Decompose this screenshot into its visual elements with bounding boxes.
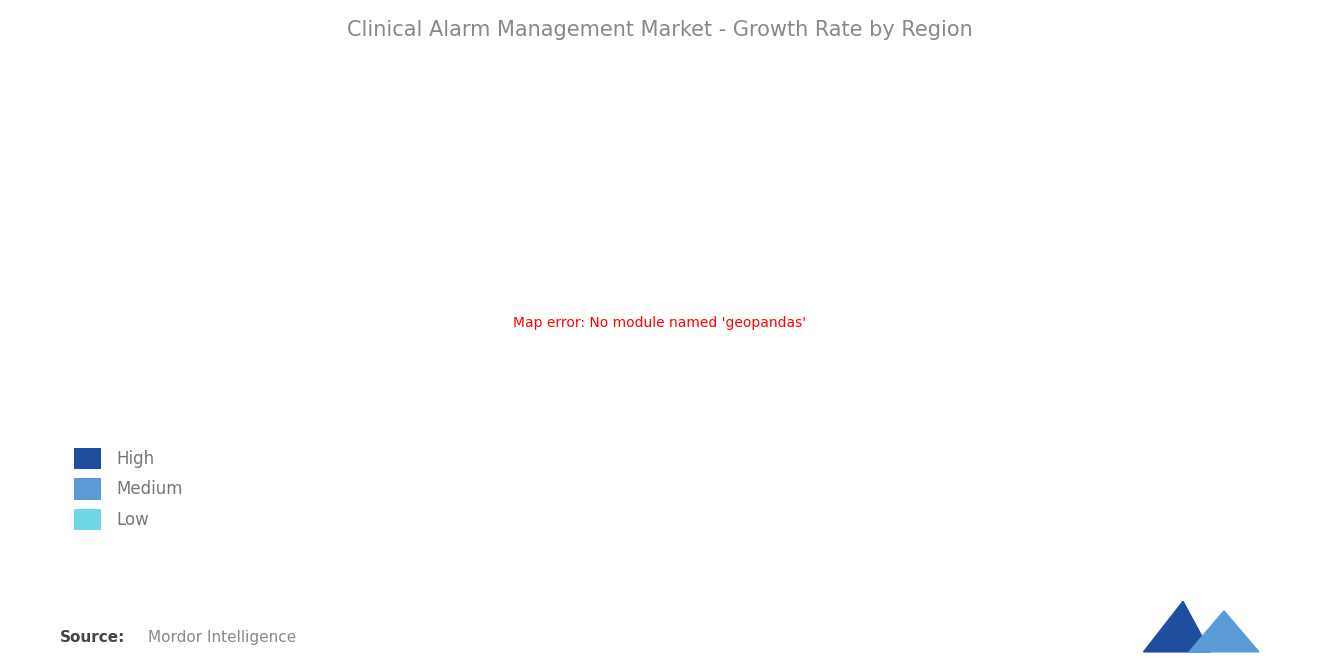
Text: Clinical Alarm Management Market - Growth Rate by Region: Clinical Alarm Management Market - Growt… [347, 20, 973, 40]
Text: Source:: Source: [59, 630, 125, 645]
Legend: High, Medium, Low: High, Medium, Low [67, 441, 189, 537]
Polygon shape [1189, 610, 1259, 652]
Text: Mordor Intelligence: Mordor Intelligence [148, 630, 296, 645]
Text: Map error: No module named 'geopandas': Map error: No module named 'geopandas' [513, 315, 807, 330]
Polygon shape [1143, 601, 1210, 652]
